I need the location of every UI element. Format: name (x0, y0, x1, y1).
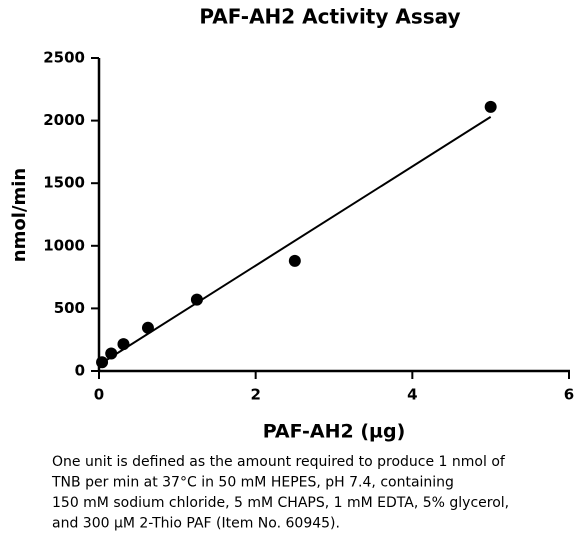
y-tick-label: 0 (75, 362, 85, 380)
caption-line: One unit is defined as the amount requir… (52, 454, 506, 470)
y-tick-label: 500 (54, 299, 85, 317)
data-point (105, 347, 118, 360)
x-tick-label: 2 (250, 386, 260, 404)
data-point (190, 293, 203, 306)
data-point (288, 254, 301, 267)
caption-line: and 300 µM 2-Thio PAF (Item No. 60945). (52, 516, 340, 532)
x-tick-label: 4 (407, 386, 417, 404)
chart-title: PAF-AH2 Activity Assay (199, 5, 460, 29)
y-tick-label: 1500 (43, 174, 85, 192)
data-point (141, 321, 154, 334)
x-tick-label: 6 (564, 386, 574, 404)
x-tick-label: 0 (94, 386, 104, 404)
data-point (96, 356, 109, 369)
x-axis-label: PAF-AH2 (µg) (263, 421, 406, 443)
y-tick-label: 2500 (43, 49, 85, 67)
caption-line: TNB per min at 37°C in 50 mM HEPES, pH 7… (51, 475, 454, 491)
y-tick-label: 2000 (43, 111, 85, 129)
y-tick-label: 1000 (43, 236, 85, 254)
trend-line (98, 115, 492, 366)
y-axis-label: nmol/min (9, 168, 30, 262)
data-point (117, 338, 130, 351)
data-point (484, 100, 497, 113)
caption-line: 150 mM sodium chloride, 5 mM CHAPS, 1 mM… (52, 495, 509, 511)
